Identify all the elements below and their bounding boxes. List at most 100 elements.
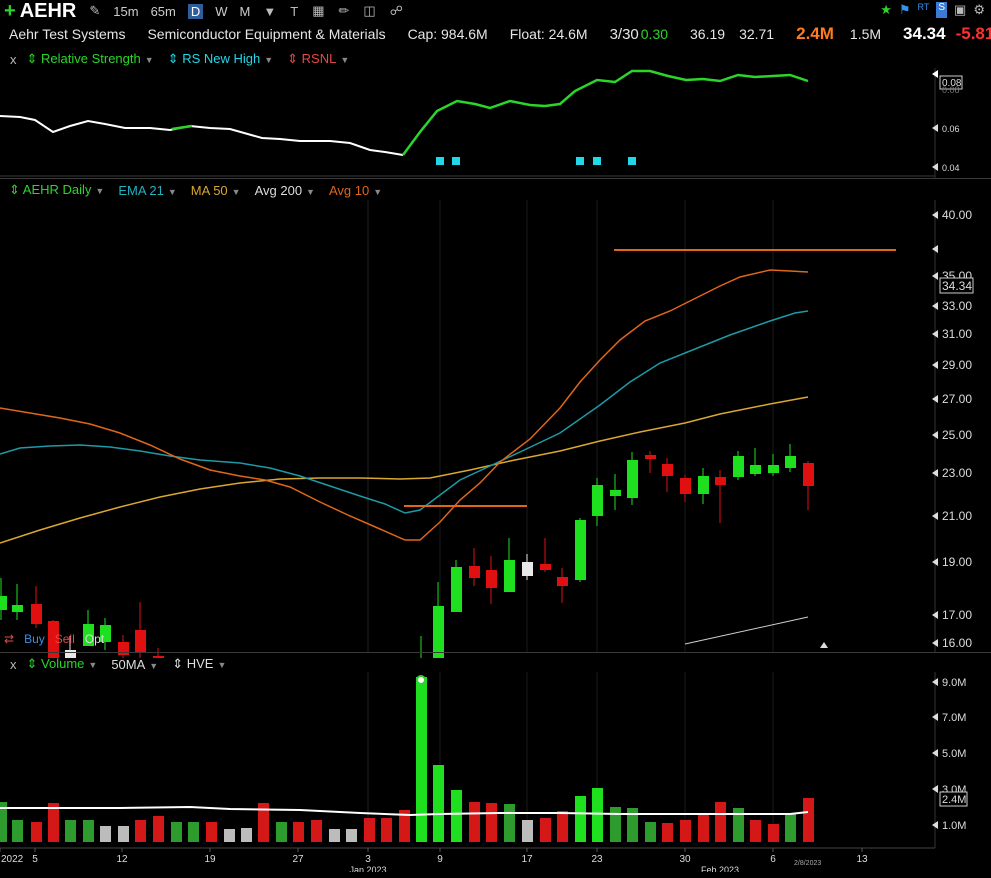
close-panel-icon[interactable]: x [10, 51, 17, 67]
calculator-icon[interactable]: ▦ [312, 3, 325, 18]
candle-body [627, 460, 638, 498]
market-cap: Cap: 984.6M [407, 26, 488, 42]
candle-body [733, 456, 744, 477]
legend-hve[interactable]: ⇕ HVE ▼ [172, 656, 227, 671]
rs-line-white [0, 115, 404, 156]
ema21-line [0, 310, 809, 514]
candle [486, 556, 497, 604]
trade-icon[interactable]: ⇄ [4, 632, 15, 646]
legend-daily[interactable]: ⇕ AEHR Daily ▼ [9, 182, 105, 197]
industry: Semiconductor Equipment & Materials [147, 26, 386, 42]
s-badge-icon[interactable]: S [936, 2, 948, 18]
top-toolbar: + AEHR ✎ 15m 65m D W M ▼ T ▦ ✏ ◫ ☍ ★ ⚑ R… [0, 0, 991, 22]
price-y-axis: 40.0035.0033.0031.0029.0027.0025.0023.00… [932, 208, 972, 650]
volume-bar [768, 824, 779, 842]
candle [469, 548, 480, 586]
timeframe-daily[interactable]: D [187, 3, 204, 19]
volume-bar [364, 818, 375, 842]
volume-tick-arrow-icon [932, 785, 938, 793]
legend-relative-strength[interactable]: ⇕ Relative Strength ▼ [26, 51, 154, 66]
rs-last-value-box [939, 75, 963, 90]
rs-tick: 0.06 [942, 124, 960, 134]
candle [12, 584, 23, 620]
timeframe-15m[interactable]: 15m [113, 3, 139, 19]
price-y-tick: 31.00 [942, 327, 972, 341]
timeframe-monthly[interactable]: M [239, 3, 251, 19]
candle-body [118, 642, 129, 655]
volume-bar [486, 803, 497, 842]
day-high: 36.19 [690, 26, 726, 42]
price-y-tick: 19.00 [942, 555, 972, 569]
legend-volume[interactable]: ⇕ Volume ▼ [26, 656, 98, 671]
text-icon[interactable]: T [290, 3, 299, 19]
candle-body [592, 485, 603, 516]
price-y-tick: 17.00 [942, 608, 972, 622]
candle [83, 610, 94, 646]
volume-bar [293, 822, 304, 842]
last-price-box [939, 277, 974, 294]
legend-rs-new-high[interactable]: ⇕ RS New High ▼ [167, 51, 274, 66]
opt-button[interactable]: Opt [84, 632, 105, 646]
legend-rsnl[interactable]: ⇕ RSNL ▼ [287, 51, 350, 66]
volume-bar [188, 822, 199, 842]
sell-button[interactable]: Sell [54, 632, 75, 646]
x-tick-label: 27 [292, 854, 304, 865]
candle-body [65, 650, 76, 658]
candle [65, 636, 76, 658]
ticker-symbol[interactable]: AEHR [19, 0, 77, 22]
legend-avg200[interactable]: Avg 200 ▼ [254, 182, 315, 198]
timeframe-65m[interactable]: 65m [150, 3, 176, 19]
price-arrow-icon [932, 245, 938, 253]
timeframe-weekly[interactable]: W [215, 3, 228, 19]
candle [803, 461, 814, 510]
rs-new-high-marker [436, 157, 444, 165]
timeframe-dropdown-icon[interactable]: ▼ [263, 3, 277, 19]
volume-bar [416, 677, 427, 842]
volume-panel-header: x ⇕ Volume ▼ 50MA ▼ ⇕ HVE ▼ [0, 653, 991, 675]
monitor-icon[interactable]: ▣ [954, 2, 967, 17]
candle-body [610, 490, 621, 496]
candle [610, 474, 621, 510]
ma50-line [0, 396, 809, 544]
rt-icon[interactable]: RT [917, 2, 930, 12]
add-symbol-icon[interactable]: + [4, 0, 16, 22]
volume-bar [698, 815, 709, 842]
candle-body [451, 567, 462, 612]
candle [680, 475, 691, 502]
candle-body [153, 656, 164, 658]
volume-bar [241, 828, 252, 842]
price-tick-arrow-icon [932, 512, 938, 520]
star-icon[interactable]: ★ [880, 2, 892, 17]
price-tick-arrow-icon [932, 639, 938, 647]
candle-body [662, 464, 673, 476]
candle-body [0, 596, 7, 610]
price-y-tick: 29.00 [942, 358, 972, 372]
note-icon[interactable]: ✎ [89, 3, 101, 18]
close-volume-panel-icon[interactable]: x [10, 656, 17, 672]
volume-tick-arrow-icon [932, 713, 938, 721]
price-y-tick: 27.00 [942, 392, 972, 406]
candle [662, 458, 673, 492]
share-icon[interactable]: ☍ [389, 3, 403, 18]
buy-button[interactable]: Buy [24, 632, 45, 646]
candle [592, 478, 603, 526]
scroll-up-icon[interactable] [820, 642, 828, 648]
volume-bar [346, 829, 357, 842]
pencil-icon[interactable]: ✏ [338, 3, 350, 18]
legend-avg10[interactable]: Avg 10 ▼ [328, 182, 383, 198]
candle [420, 636, 422, 658]
layers-icon[interactable]: ◫ [363, 3, 376, 18]
volume-vertical-grid [367, 672, 774, 842]
candle [48, 620, 59, 658]
x-tick-label: 13 [856, 854, 868, 865]
avg10-line [0, 269, 809, 541]
legend-ema21[interactable]: EMA 21 ▼ [118, 182, 177, 198]
flag-icon[interactable]: ⚑ [898, 2, 911, 17]
legend-50ma[interactable]: 50MA ▼ [111, 656, 159, 672]
price-y-tick: 21.00 [942, 509, 972, 523]
price-y-tick: 40.00 [942, 208, 972, 222]
settings-icon[interactable]: ⚙ [973, 2, 985, 17]
legend-ma50[interactable]: MA 50 ▼ [190, 182, 241, 198]
volume-bar [31, 822, 42, 842]
volume-bar [329, 829, 340, 842]
